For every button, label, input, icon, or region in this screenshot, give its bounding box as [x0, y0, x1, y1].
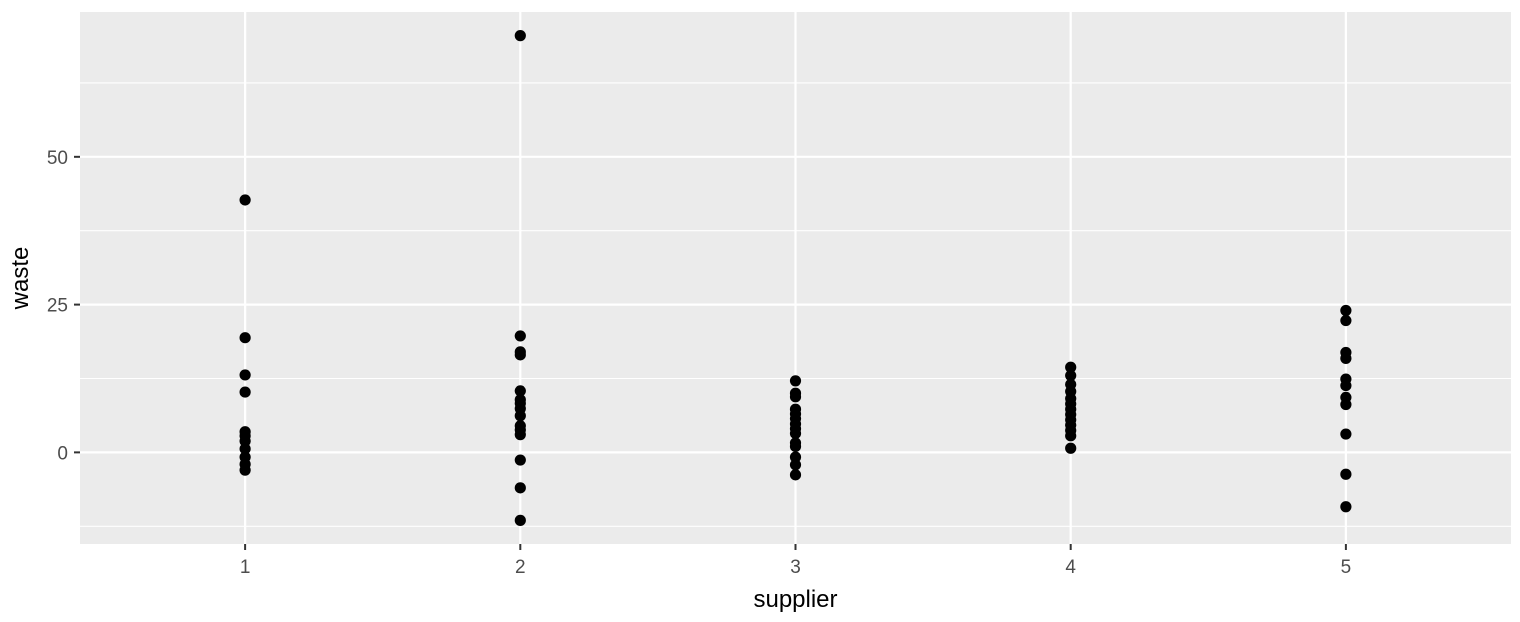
- data-point: [239, 443, 251, 455]
- data-point: [514, 429, 526, 441]
- data-point: [789, 375, 802, 387]
- data-point: [1340, 352, 1352, 364]
- data-point: [514, 514, 526, 526]
- data-point: [239, 386, 251, 398]
- data-point: [239, 435, 251, 447]
- x-tick-label: 4: [1065, 557, 1076, 578]
- data-point: [1340, 468, 1352, 480]
- data-point: [239, 194, 251, 206]
- data-point: [514, 30, 526, 42]
- data-point: [1340, 398, 1352, 411]
- data-point: [789, 427, 802, 440]
- data-point: [789, 459, 802, 471]
- data-point: [1065, 442, 1077, 454]
- x-tick-label: 5: [1341, 557, 1352, 578]
- y-tick-label: 50: [47, 148, 68, 169]
- data-point: [1065, 369, 1077, 382]
- y-axis-title: waste: [7, 247, 34, 311]
- x-tick-label: 3: [790, 557, 801, 578]
- data-point: [789, 451, 802, 463]
- data-point: [514, 349, 526, 361]
- data-point: [514, 385, 526, 397]
- x-axis: 1 2 3 4 5: [240, 544, 1351, 578]
- data-points: [239, 30, 1352, 526]
- data-point: [789, 391, 802, 403]
- data-point: [1340, 379, 1352, 392]
- data-point: [239, 464, 251, 476]
- data-point: [1065, 430, 1077, 442]
- data-point: [514, 454, 526, 466]
- y-axis: 0 25 50: [47, 148, 80, 464]
- data-point: [789, 440, 802, 453]
- data-point: [514, 330, 526, 342]
- data-point: [514, 410, 526, 422]
- y-tick-label: 25: [47, 296, 68, 317]
- x-tick-label: 1: [240, 557, 251, 578]
- x-axis-title: supplier: [753, 586, 837, 613]
- data-point: [239, 332, 251, 344]
- data-point: [1340, 428, 1352, 440]
- x-tick-label: 2: [515, 557, 526, 578]
- data-point: [789, 469, 802, 481]
- y-tick-label: 0: [57, 443, 68, 464]
- data-point: [1340, 501, 1352, 513]
- data-point: [239, 369, 251, 381]
- data-point: [1340, 314, 1352, 327]
- data-point: [1065, 361, 1077, 373]
- data-point: [514, 482, 526, 494]
- data-point: [1340, 304, 1352, 317]
